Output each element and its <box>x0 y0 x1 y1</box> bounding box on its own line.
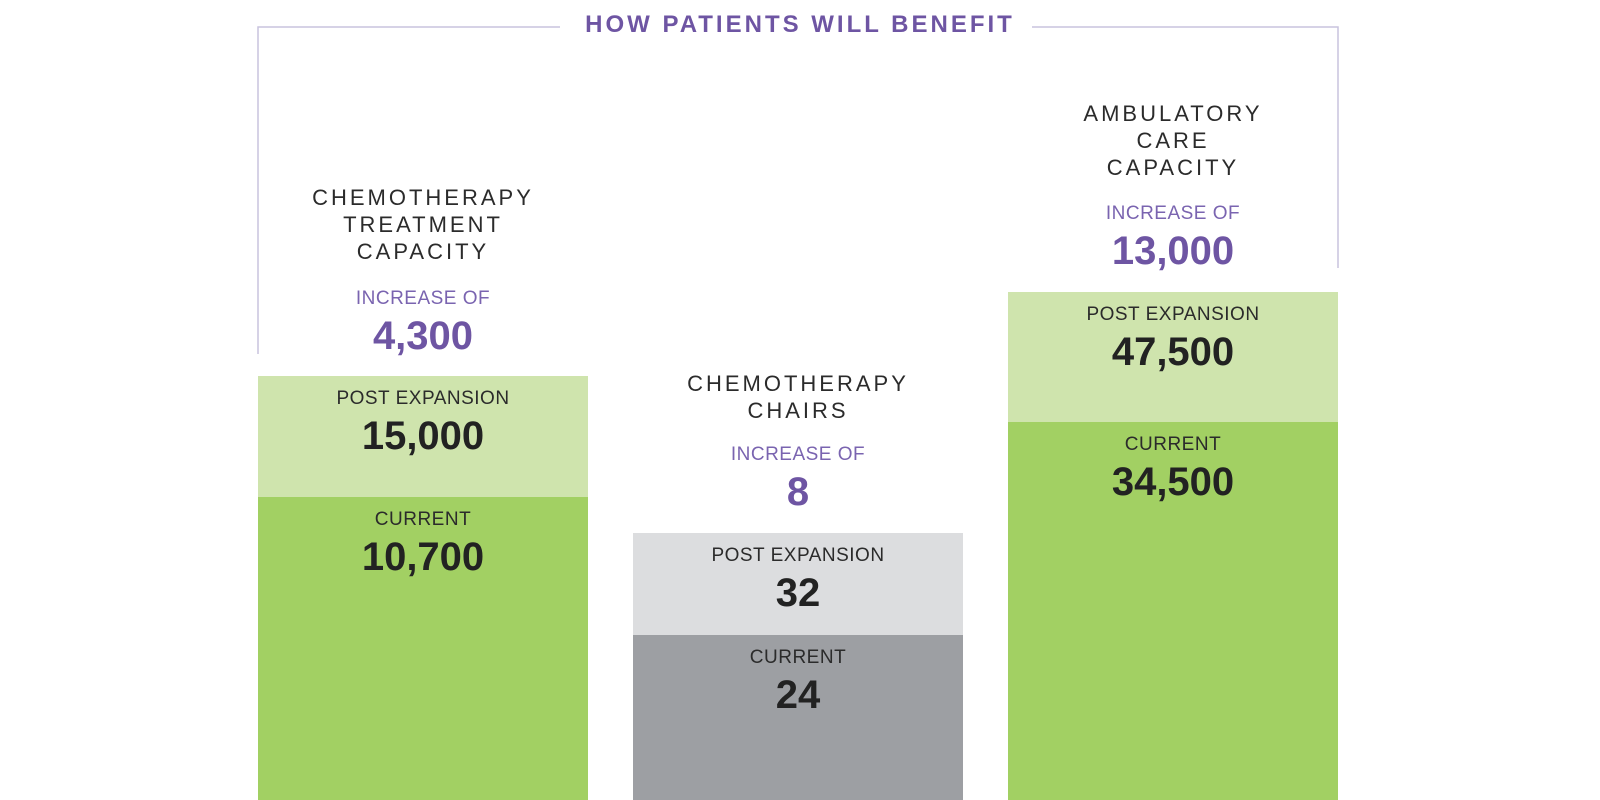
chart-3-increase-label: INCREASE OF <box>1105 203 1241 224</box>
chart-2-post-value: 32 <box>775 571 821 615</box>
chart-3-post-value: 47,500 <box>1111 330 1235 374</box>
chart-2-current-value: 24 <box>775 673 821 717</box>
chart-3-post-label: POST EXPANSION <box>1086 304 1260 325</box>
chart-1-bar-current: CURRENT 10,700 <box>258 497 588 800</box>
chart-2-post-label: POST EXPANSION <box>711 545 885 566</box>
chart-1-title: CHEMOTHERAPY TREATMENT CAPACITY <box>312 185 534 264</box>
chart-1-increase-value: 4,300 <box>372 314 474 358</box>
chart-1-current-value: 10,700 <box>361 535 485 579</box>
chart-1-post-label: POST EXPANSION <box>336 388 510 409</box>
chart-3-bar-post-expansion: POST EXPANSION 47,500 <box>1008 292 1338 423</box>
chart-1-bar-post-expansion: POST EXPANSION 15,000 <box>258 376 588 498</box>
chart-3-current-label: CURRENT <box>1124 434 1222 455</box>
chart-1-post-value: 15,000 <box>361 414 485 458</box>
chart-2-increase-value: 8 <box>786 470 810 514</box>
chart-3-increase-value: 13,000 <box>1111 229 1235 273</box>
chart-2-increase-label: INCREASE OF <box>730 444 866 465</box>
chart-1-current-label: CURRENT <box>374 509 472 530</box>
page-title: HOW PATIENTS WILL BENEFIT <box>585 11 1015 38</box>
frame-line-right <box>1032 26 1339 268</box>
frame-line-left <box>257 26 560 354</box>
chart-3-bar-current: CURRENT 34,500 <box>1008 422 1338 800</box>
chart-3-current-value: 34,500 <box>1111 460 1235 504</box>
chart-2-bar-current: CURRENT 24 <box>633 635 963 800</box>
chart-2-title: CHEMOTHERAPY CHAIRS <box>687 371 909 423</box>
chart-3-title: AMBULATORY CARE CAPACITY <box>1083 101 1263 180</box>
chart-2-bar-post-expansion: POST EXPANSION 32 <box>633 533 963 636</box>
chart-1-increase-label: INCREASE OF <box>355 288 491 309</box>
chart-2-current-label: CURRENT <box>749 647 847 668</box>
